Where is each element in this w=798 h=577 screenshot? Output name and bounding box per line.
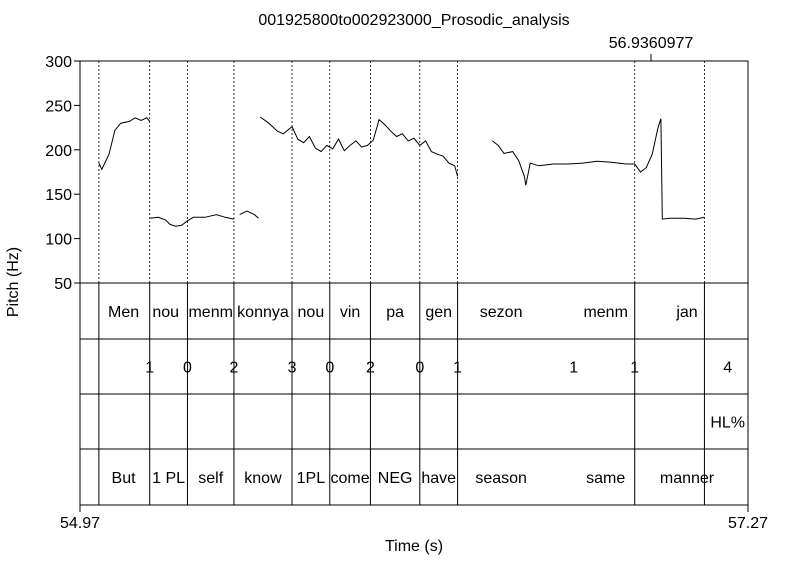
tier-label-tones: 2 — [366, 360, 375, 377]
tier-label-gloss: season — [475, 470, 527, 487]
y-tick-label: 200 — [45, 143, 72, 160]
tier-label-words: menm — [583, 304, 627, 321]
tier-label-words: jan — [675, 304, 697, 321]
pitch-segment — [149, 214, 235, 227]
tier-label-words: vin — [340, 304, 360, 321]
y-tick-label: 100 — [45, 232, 72, 249]
tier-label-words: nou — [152, 304, 179, 321]
pitch-segment — [98, 117, 151, 171]
x-tick-label-end: 57.27 — [728, 515, 768, 532]
pitch-segment — [259, 116, 459, 177]
y-tick-label: 150 — [45, 187, 72, 204]
tier-label-words: sezon — [480, 304, 523, 321]
annotation-tiers: Men nou menm konnya nou vin pa gen sezon menm jan1… — [108, 304, 745, 487]
tier-label-gloss: 1PL — [297, 470, 326, 487]
tier-label-gloss: NEG — [378, 470, 413, 487]
tier-label-tones: 0 — [415, 360, 424, 377]
tier-label-tones: 1 — [569, 360, 578, 377]
x-tick-label-start: 54.97 — [60, 515, 100, 532]
tier-label-words: nou — [298, 304, 325, 321]
tier-label-tones: 0 — [183, 360, 192, 377]
tier-label-gloss: know — [244, 470, 282, 487]
tier-label-gloss: self — [198, 470, 223, 487]
tier-label-words: menm — [188, 304, 232, 321]
y-tick-label: 50 — [54, 276, 72, 293]
tier-label-words: gen — [425, 304, 452, 321]
tier-label-gloss: 1 PL — [152, 470, 185, 487]
cursor-time-label: 56.9360977 — [609, 35, 694, 52]
tier-label-tones: 3 — [288, 360, 297, 377]
tier-label-gloss: come — [331, 470, 370, 487]
pitch-segment — [492, 118, 705, 220]
tier-label-tones: 1 — [630, 360, 639, 377]
tier-label-tones: 2 — [229, 360, 238, 377]
x-axis-label: Time (s) — [385, 538, 443, 555]
chart-title: 001925800to002923000_Prosodic_analysis — [258, 12, 569, 29]
tier-label-boundary-tones: HL% — [710, 415, 745, 432]
tier-label-gloss: But — [112, 470, 137, 487]
pitch-segment — [239, 210, 259, 219]
y-axis-label: Pitch (Hz) — [5, 247, 22, 317]
tier-label-words: konnya — [237, 304, 289, 321]
y-tick-label: 300 — [45, 54, 72, 71]
tier-label-tones: 1 — [145, 360, 154, 377]
pitch-contour — [98, 116, 705, 227]
tier-label-gloss: manner — [660, 470, 715, 487]
tier-label-words: Men — [108, 304, 139, 321]
tier-label-tones: 0 — [325, 360, 334, 377]
tier-label-gloss: same — [586, 470, 625, 487]
tier-label-words: pa — [386, 304, 404, 321]
tier-label-tones: 4 — [723, 360, 732, 377]
y-tick-label: 250 — [45, 98, 72, 115]
tier-label-tones: 1 — [453, 360, 462, 377]
tier-label-gloss: have — [421, 470, 456, 487]
